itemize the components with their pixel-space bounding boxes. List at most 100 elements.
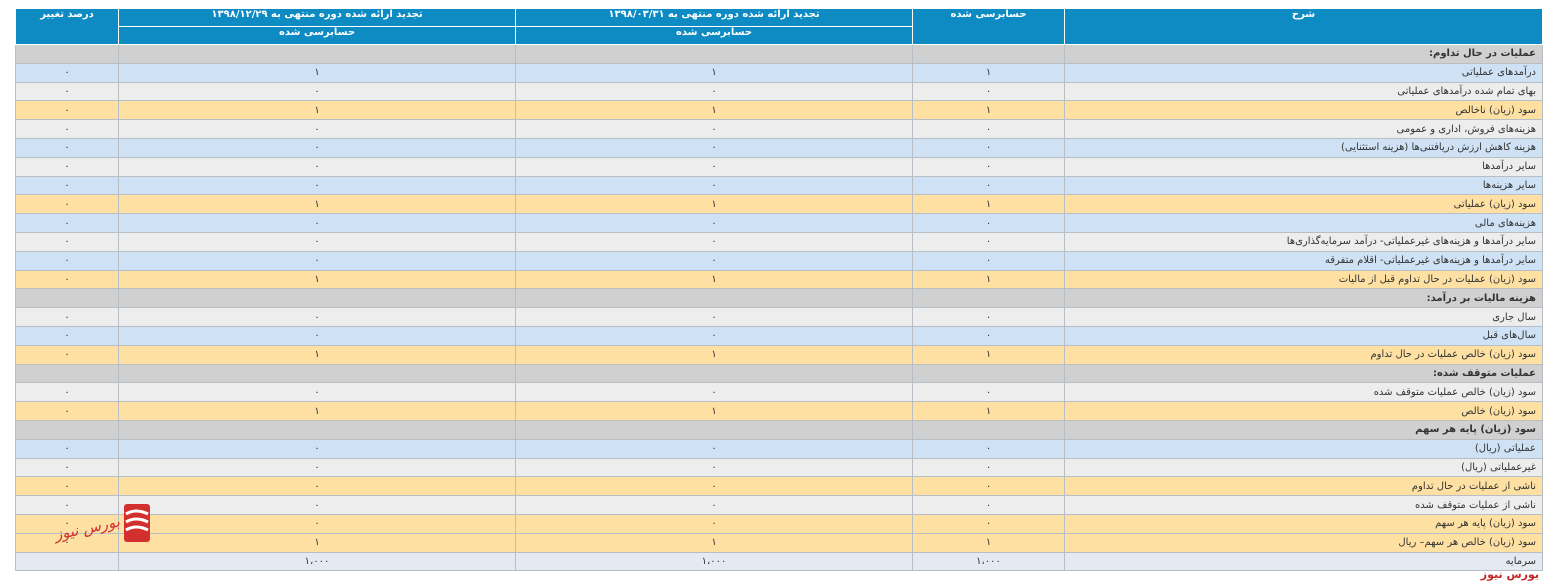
value-restated-1: ۰ <box>515 250 913 271</box>
value-audited: ۰ <box>912 325 1065 346</box>
table-row: سود (زیان) عملیات در حال تداوم قبل از ما… <box>15 269 1543 290</box>
row-label: ناشی از عملیات متوقف شده <box>1064 495 1543 515</box>
table-row: سود (زیان) عملیاتی ۱ ۱ ۱ ۰ <box>15 194 1543 215</box>
value-restated-2: ۰ <box>118 137 516 158</box>
table-row: هزینه‌های مالی ۰ ۰ ۰ ۰ <box>15 213 1543 233</box>
value-restated-2: ۱ <box>118 62 516 83</box>
row-label: سود (زیان) خالص هر سهم– ریال <box>1064 532 1543 553</box>
row-label: سایر درآمدها <box>1064 156 1543 177</box>
table-row: سود (زیان) خالص عملیات متوقف شده ۰ ۰ ۰ ۰ <box>15 382 1543 403</box>
value-audited: ۰ <box>912 250 1065 271</box>
value-restated-2: ۰ <box>118 476 516 497</box>
section-row: سود (زیان) پایه هر سهم <box>15 419 1543 440</box>
header-audited-sub-2: حسابرسی شده <box>118 26 516 45</box>
value-restated-2: ۱ <box>118 344 516 365</box>
value-audited: ۰ <box>912 81 1065 102</box>
table-row: سایر درآمدها و هزینه‌های غیرعملیاتی- اقل… <box>15 250 1543 271</box>
value-restated-2 <box>118 363 516 384</box>
header-change-percent: درصد تغییر <box>15 8 119 45</box>
value-audited: ۰ <box>912 213 1065 233</box>
value-restated-2: ۰ <box>118 231 516 252</box>
value-change-percent: ۰ <box>15 401 119 421</box>
header-restated-1398-12-29: تجدید ارائه شده دوره منتهی به ۱۳۹۸/۱۲/۲۹ <box>118 8 516 27</box>
value-change-percent: ۰ <box>15 81 119 102</box>
value-restated-2: ۰ <box>118 250 516 271</box>
value-change-percent: ۰ <box>15 382 119 403</box>
value-audited <box>912 288 1065 309</box>
value-restated-1: ۰ <box>515 457 913 478</box>
value-restated-1: ۱ <box>515 269 913 290</box>
value-restated-2: ۱ <box>118 194 516 215</box>
bourse-news-logo-icon: بورس نیوز <box>51 504 150 544</box>
value-restated-1: ۱ <box>515 401 913 421</box>
value-restated-1 <box>515 44 913 64</box>
value-restated-1: ۱ <box>515 62 913 83</box>
value-restated-2 <box>118 419 516 440</box>
row-label: غیرعملیاتی (ریال) <box>1064 457 1543 478</box>
value-change-percent: ۰ <box>15 532 119 553</box>
row-label: ناشی از عملیات در حال تداوم <box>1064 476 1543 497</box>
value-restated-1 <box>515 288 913 309</box>
value-restated-1: ۰ <box>515 325 913 346</box>
value-change-percent: ۰ <box>15 476 119 497</box>
value-restated-2: ۰ <box>118 307 516 327</box>
value-change-percent: ۰ <box>15 194 119 215</box>
header-restated-1398-03-31: تجدید ارائه شده دوره منتهی به ۱۳۹۸/۰۳/۳۱ <box>515 8 913 27</box>
row-label: سال جاری <box>1064 307 1543 327</box>
value-restated-2: ۰ <box>118 513 516 534</box>
value-restated-2: ۰ <box>118 325 516 346</box>
value-audited: ۱ <box>912 62 1065 83</box>
table-row: سرمایه ۱،۰۰۰ ۱،۰۰۰ ۱،۰۰۰ <box>15 551 1543 572</box>
value-restated-1: ۰ <box>515 137 913 158</box>
value-restated-2: ۰ <box>118 175 516 196</box>
row-label: سود (زیان) خالص <box>1064 401 1543 421</box>
value-change-percent: ۰ <box>15 213 119 233</box>
table-row: سود (زیان) پایه هر سهم ۰ ۰ ۰ ۰ <box>15 513 1543 534</box>
value-restated-1: ۰ <box>515 382 913 403</box>
value-restated-2: ۰ <box>118 119 516 139</box>
value-restated-1: ۰ <box>515 156 913 177</box>
value-restated-1: ۰ <box>515 513 913 534</box>
table-row: سال جاری ۰ ۰ ۰ ۰ <box>15 307 1543 327</box>
table-row: ناشی از عملیات متوقف شده ۰ ۰ ۰ ۰ <box>15 495 1543 515</box>
row-label: سود (زیان) عملیاتی <box>1064 194 1543 215</box>
row-label: سود (زیان) عملیات در حال تداوم قبل از ما… <box>1064 269 1543 290</box>
value-restated-2: ۰ <box>118 457 516 478</box>
value-audited: ۰ <box>912 119 1065 139</box>
table-row: ناشی از عملیات در حال تداوم ۰ ۰ ۰ ۰ <box>15 476 1543 497</box>
row-label: سود (زیان) پایه هر سهم <box>1064 419 1543 440</box>
value-change-percent: ۰ <box>15 250 119 271</box>
value-audited <box>912 363 1065 384</box>
value-audited <box>912 419 1065 440</box>
row-label: سرمایه <box>1064 551 1543 572</box>
value-restated-2: ۱،۰۰۰ <box>118 551 516 572</box>
value-restated-1 <box>515 363 913 384</box>
value-restated-2: ۰ <box>118 382 516 403</box>
value-audited: ۰ <box>912 307 1065 327</box>
value-audited: ۱ <box>912 269 1065 290</box>
value-audited: ۰ <box>912 438 1065 459</box>
value-restated-1: ۰ <box>515 438 913 459</box>
value-audited: ۰ <box>912 156 1065 177</box>
table-header: شرح حسابرسی شده تجدید ارائه شده دوره منت… <box>15 8 1543 45</box>
value-restated-2 <box>118 44 516 64</box>
value-restated-2: ۰ <box>118 213 516 233</box>
row-label: هزینه کاهش ارزش دریافتنی‌ها (هزینه استثن… <box>1064 137 1543 158</box>
value-change-percent <box>15 419 119 440</box>
value-audited <box>912 44 1065 64</box>
row-label: سود (زیان) ناخالص <box>1064 100 1543 121</box>
value-change-percent <box>15 288 119 309</box>
table-row: سود (زیان) خالص عملیات در حال تداوم ۱ ۱ ۱ ۰ <box>15 344 1543 365</box>
value-restated-2: ۱ <box>118 269 516 290</box>
row-label: سایر هزینه‌ها <box>1064 175 1543 196</box>
table-row: سود (زیان) خالص هر سهم– ریال ۱ ۱ ۱ ۰ <box>15 532 1543 553</box>
value-change-percent: ۰ <box>15 438 119 459</box>
value-restated-2: ۰ <box>118 81 516 102</box>
row-label: هزینه‌های فروش، اداری و عمومی <box>1064 119 1543 139</box>
value-restated-2 <box>118 288 516 309</box>
value-restated-1: ۱ <box>515 194 913 215</box>
value-restated-2: ۰ <box>118 495 516 515</box>
value-restated-1: ۱،۰۰۰ <box>515 551 913 572</box>
table-row: سود (زیان) خالص ۱ ۱ ۱ ۰ <box>15 401 1543 421</box>
value-restated-2: ۰ <box>118 438 516 459</box>
